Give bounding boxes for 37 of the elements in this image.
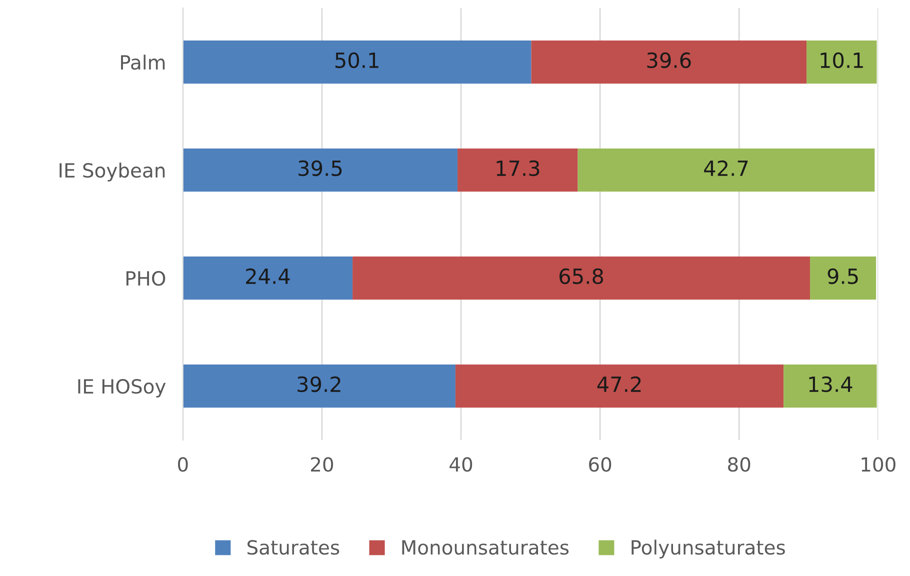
bar (810, 256, 876, 300)
bar (531, 40, 807, 84)
data-label: 39.2 (298, 376, 340, 392)
x-tick-label: 0 (178, 457, 188, 472)
bar (784, 364, 877, 408)
x-tick-label: 60 (589, 457, 612, 472)
data-label: 24.4 (246, 268, 290, 284)
y-tick-label: PHO (126, 271, 166, 286)
data-label: 17.3 (496, 160, 540, 176)
bar (182, 148, 458, 192)
x-tick-label: 100 (862, 457, 896, 472)
legend-label: Monounsaturates (402, 540, 569, 555)
x-tick-label: 40 (450, 457, 472, 472)
bar (182, 364, 456, 408)
data-label: 65.8 (560, 268, 604, 284)
data-label: 39.6 (647, 52, 691, 68)
bar (578, 148, 875, 192)
x-tick-label: 20 (311, 457, 334, 472)
data-label: 39.5 (298, 160, 342, 176)
y-tick-label: IE Soybean (60, 162, 165, 182)
legend-label: Polyunsaturates (632, 540, 785, 558)
x-tick-label: 80 (728, 457, 750, 472)
data-label: 47.2 (597, 376, 641, 392)
y-tick-label: IE HOSoy (78, 379, 166, 398)
data-label: 10.1 (820, 52, 863, 68)
legend-label: Saturates (248, 540, 340, 555)
y-tick-label: Palm (121, 54, 165, 70)
bar (455, 364, 784, 408)
bar (182, 256, 353, 300)
bar (182, 40, 532, 84)
data-label: 50.1 (335, 52, 378, 68)
bar (458, 148, 578, 192)
data-label: 42.7 (704, 160, 748, 176)
bar (352, 256, 810, 300)
data-label: 9.5 (828, 268, 858, 284)
bar (806, 40, 877, 84)
data-label: 13.4 (809, 376, 852, 392)
